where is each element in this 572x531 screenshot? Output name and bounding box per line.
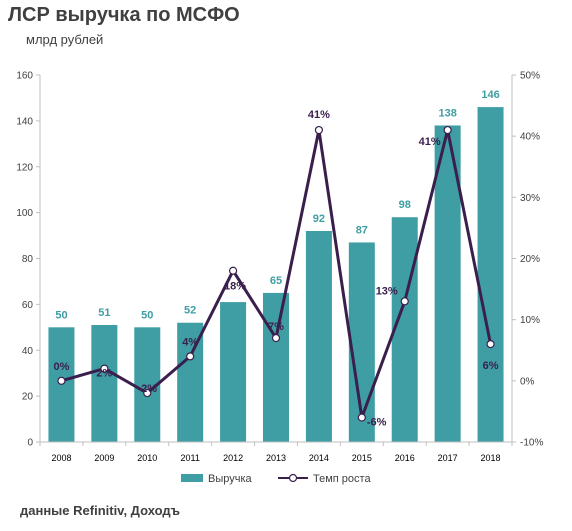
x-tick-label: 2011: [181, 453, 200, 463]
growth-value-label: 0%: [54, 361, 70, 373]
growth-value-label: 4%: [182, 336, 198, 348]
x-tick-label: 2008: [51, 453, 71, 463]
growth-value-label: 2%: [96, 368, 112, 380]
growth-value-label: 13%: [376, 285, 398, 297]
bar: [391, 217, 418, 442]
growth-marker: [228, 266, 238, 275]
growth-marker: [186, 352, 195, 361]
bar-value-label: 51: [98, 307, 110, 319]
x-tick-label: 2016: [395, 453, 415, 463]
bar: [177, 322, 204, 442]
y-tick-label-right: 50%: [520, 71, 540, 82]
growth-marker: [143, 388, 152, 398]
y-tick-label-left: 160: [16, 71, 33, 82]
y-tick-label-left: 120: [16, 162, 33, 173]
y-tick-label-right: 20%: [520, 254, 540, 265]
bar: [263, 292, 289, 442]
x-tick-label: 2015: [352, 453, 372, 463]
bar-value-label: 50: [55, 309, 67, 321]
y-tick-label-right: 30%: [520, 193, 540, 204]
x-tick-label: 2009: [94, 453, 114, 463]
bar-value-label: 87: [356, 224, 368, 236]
growth-value-label: 41%: [419, 136, 441, 148]
bar-value-label: 98: [399, 199, 411, 211]
y-tick-label-left: 40: [22, 346, 34, 357]
bar-value-label: 50: [141, 309, 153, 321]
bar: [305, 230, 332, 442]
bar-value-label: 146: [481, 89, 499, 101]
y-tick-label-left: 0: [27, 438, 33, 449]
growth-value-label: -2%: [137, 383, 157, 395]
y-tick-label-left: 100: [16, 208, 33, 219]
growth-value-label: 18%: [224, 281, 246, 293]
bar-value-label: 65: [270, 275, 282, 287]
growth-marker: [100, 364, 109, 373]
y-tick-label-left: 60: [22, 300, 34, 311]
y-tick-label-left: 80: [22, 254, 34, 265]
y-tick-label-right: 10%: [520, 315, 540, 326]
growth-value-label: 41%: [308, 109, 330, 121]
legend-label-revenue: Выручка: [208, 473, 253, 485]
growth-marker: [57, 376, 66, 385]
y-tick-label-right: 40%: [520, 132, 540, 143]
growth-marker: [314, 125, 324, 135]
bar: [220, 302, 247, 442]
x-tick-label: 2013: [266, 453, 286, 463]
x-tick-label: 2017: [438, 453, 458, 463]
growth-marker: [271, 333, 281, 343]
chart-title: ЛСР выручка по МСФО: [8, 4, 240, 26]
bar-value-label: 138: [438, 107, 456, 119]
growth-marker: [443, 125, 452, 135]
x-tick-label: 2010: [137, 453, 157, 463]
y-tick-label-left: 20: [22, 392, 34, 403]
chart-subtitle: млрд рублей: [26, 32, 104, 47]
legend-label-growth: Темп роста: [313, 473, 371, 485]
growth-value-label: 6%: [483, 360, 499, 372]
growth-marker: [400, 297, 409, 306]
x-tick-label: 2012: [223, 453, 243, 463]
legend-marker-growth: [288, 473, 298, 483]
y-tick-label-right: -10%: [520, 438, 543, 449]
growth-marker: [357, 413, 366, 422]
x-tick-label: 2014: [309, 453, 329, 463]
bar: [477, 107, 504, 443]
bar-value-label: 92: [313, 213, 325, 225]
y-tick-label-right: 0%: [520, 376, 535, 387]
y-tick-label-left: 140: [16, 116, 33, 127]
growth-value-label: -6%: [367, 417, 387, 429]
bar-value-label: 52: [184, 305, 196, 317]
growth-marker: [486, 340, 495, 349]
legend-swatch-revenue: [181, 474, 203, 482]
growth-value-label: 7%: [268, 321, 284, 333]
source-note: данные Refinitiv, Доходъ: [20, 503, 180, 518]
x-tick-label: 2018: [481, 453, 501, 463]
bar: [91, 325, 118, 442]
